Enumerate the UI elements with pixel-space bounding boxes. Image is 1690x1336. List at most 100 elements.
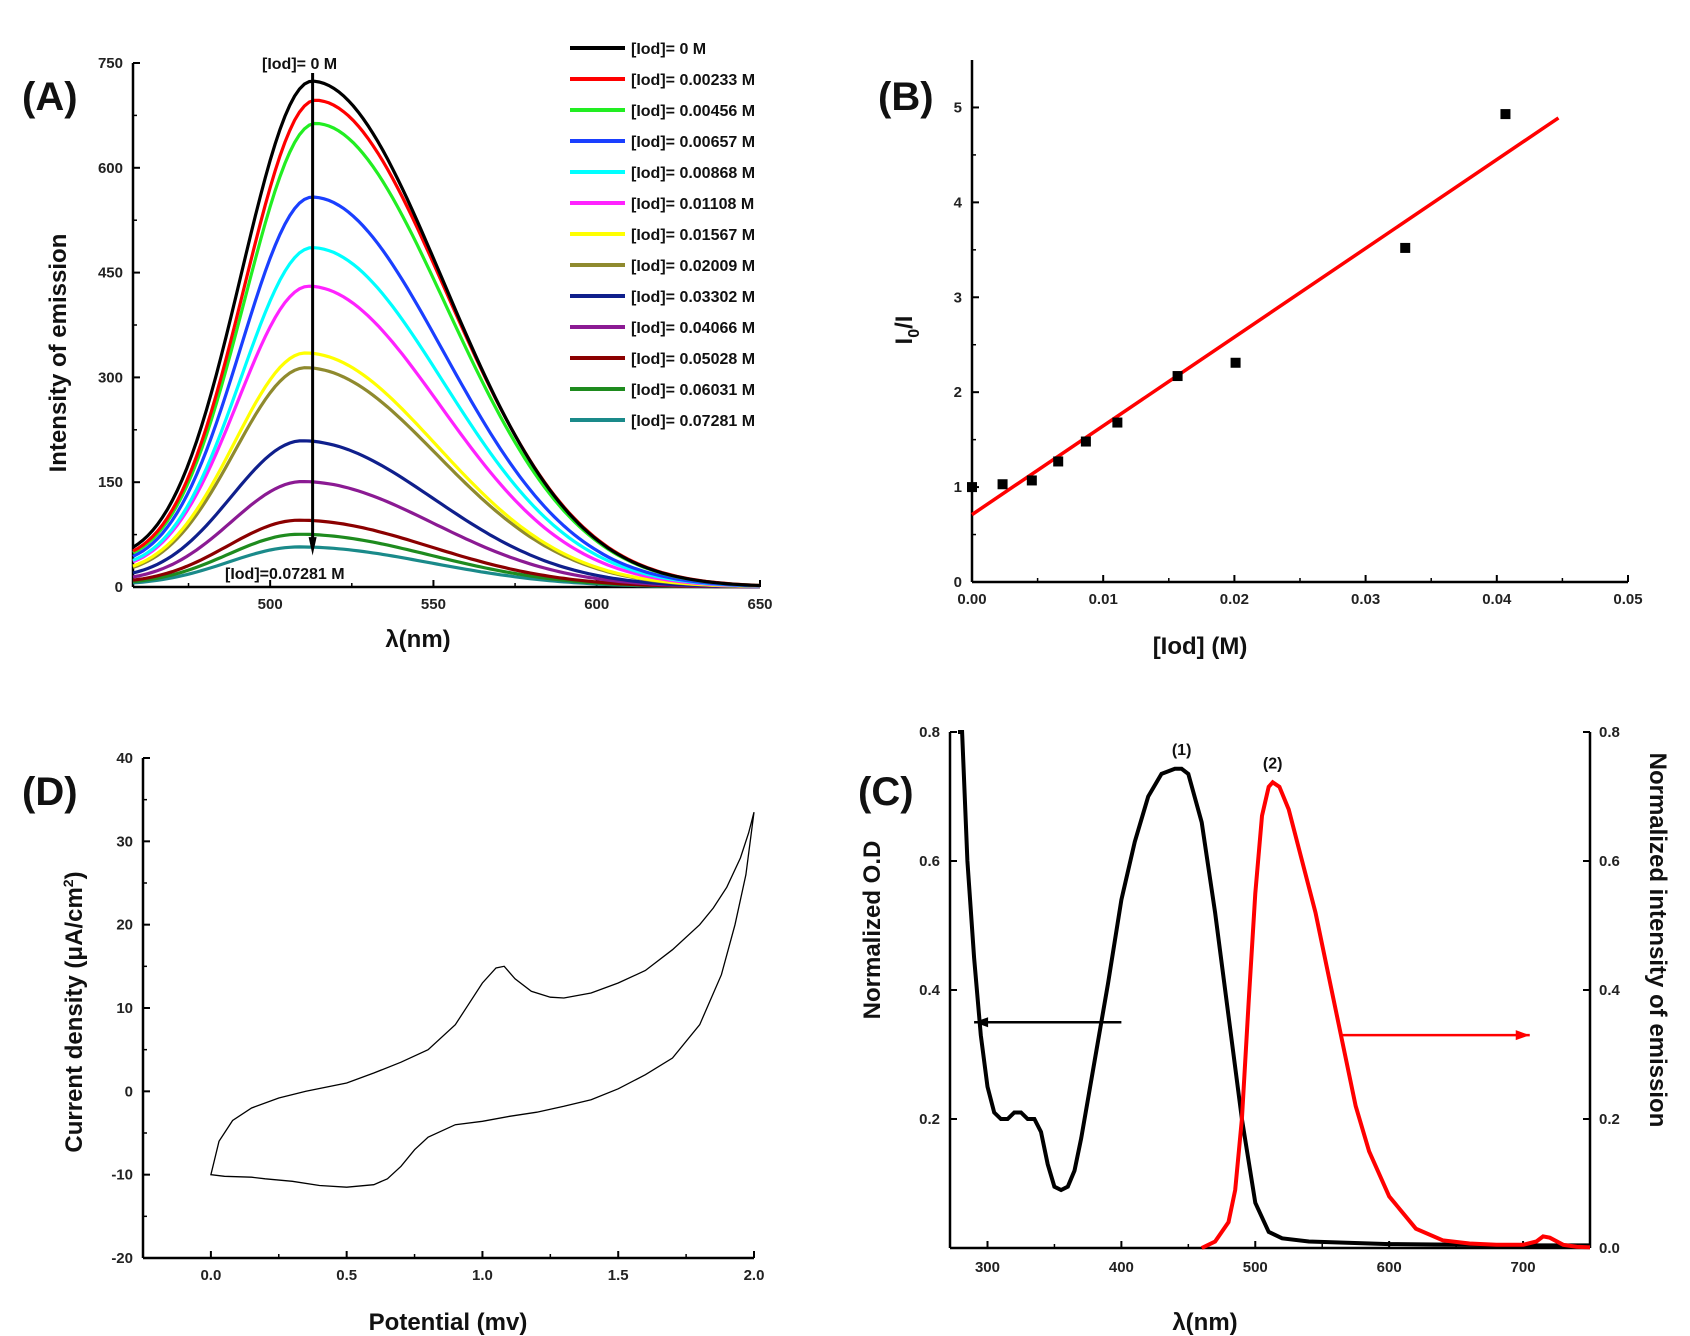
panel-d-x-axis-label: Potential (mv)	[369, 1309, 528, 1336]
panel-a-legend: [Iod]= 0 M [Iod]= 0.00233 M [Iod]= 0.00456…	[570, 41, 755, 430]
panel-b-x-axis-label: [Iod] (M)	[1153, 633, 1248, 660]
panel-a-legend-label: [Iod]= 0.03302 M	[631, 289, 755, 306]
panel-c-left-y-axis-label: Normalized O.D	[859, 841, 886, 1020]
panel-b-data-point	[997, 479, 1008, 490]
panel-c-left-tick-label: 0.4	[919, 982, 941, 999]
panel-c-left-arrowhead	[974, 1017, 989, 1028]
panel-b-data-point	[967, 482, 977, 493]
panel-c-right-tick-label: 0.0	[1599, 1240, 1620, 1257]
panel-c-right-y-axis-label: Normalized intensity of emission	[1644, 753, 1671, 1128]
panel-c-x-tick-label: 300	[975, 1259, 1000, 1276]
panel-b-y-tick-label: 0	[954, 574, 962, 591]
panel-a-legend-label: [Iod]= 0.05028 M	[631, 351, 755, 368]
panel-a-label: (A)	[22, 75, 78, 119]
panel-b-x-tick-label: 0.02	[1220, 591, 1249, 608]
panel-a-legend-label: [Iod]= 0.02009 M	[631, 258, 755, 275]
panel-b-x-tick-label: 0.05	[1613, 591, 1642, 608]
panel-b-data-point	[1500, 109, 1511, 120]
panel-a-annotation-bottom: [Iod]=0.07281 M	[225, 566, 345, 583]
panel-d-x-tick-label: 1.0	[472, 1267, 493, 1284]
panel-b-y-tick-label: 5	[954, 99, 962, 116]
panel-d-y-tick-label: 20	[116, 917, 133, 934]
panel-b-y-axis-label: I0/I	[891, 316, 923, 345]
panel-d-cyclic-voltammogram: (D) Current density (μA/cm2) Potential (…	[22, 750, 764, 1336]
panel-d-y-tick-label: 10	[116, 1000, 133, 1017]
panel-d-y-tick-label: -10	[111, 1167, 133, 1184]
panel-c-x-tick-label: 600	[1377, 1259, 1402, 1276]
panel-c-x-tick-label: 700	[1511, 1259, 1536, 1276]
panel-c-x-tick-label: 400	[1109, 1259, 1134, 1276]
panel-c-x-axis-label: λ(nm)	[1172, 1309, 1237, 1336]
panel-b-label: (B)	[878, 75, 934, 119]
panel-d-y-tick-label: 40	[116, 750, 133, 767]
panel-a-x-tick-label: 550	[421, 596, 446, 613]
panel-d-y-tick-label: 30	[116, 833, 133, 850]
panel-a-series-curve	[132, 284, 761, 588]
panel-b-y-tick-label: 4	[954, 194, 963, 211]
panel-b-x-tick-label: 0.00	[957, 591, 986, 608]
panel-d-y-axis-label: Current density (μA/cm2)	[60, 871, 88, 1152]
panel-a-emission-spectra: (A) Intensity of emission λ(nm) 500 550 60…	[22, 41, 773, 653]
panel-a-x-tick-label: 600	[584, 596, 609, 613]
panel-b-x-tick-label: 0.03	[1351, 591, 1380, 608]
panel-c-curve-1-label: (1)	[1172, 742, 1192, 759]
panel-a-y-axis-label: Intensity of emission	[45, 234, 72, 473]
panel-b-linear-fit	[971, 116, 1560, 517]
panel-b-x-tick-label: 0.01	[1089, 591, 1118, 608]
panel-a-legend-label: [Iod]= 0.00456 M	[631, 103, 755, 120]
panel-a-x-tick-label: 650	[747, 596, 772, 613]
panel-b-x-tick-label: 0.04	[1482, 591, 1512, 608]
panel-d-x-tick-label: 1.5	[608, 1267, 629, 1284]
panel-a-legend-label: [Iod]= 0.07281 M	[631, 413, 755, 430]
panel-c-right-tick-label: 0.6	[1599, 853, 1620, 870]
panel-b-y-tick-label: 2	[954, 384, 962, 401]
panel-a-annotation-top: [Iod]= 0 M	[262, 56, 337, 73]
panel-c-series-curve	[958, 730, 1590, 1248]
panel-d-label: (D)	[22, 770, 78, 814]
panel-c-series-curve	[1200, 779, 1591, 1250]
panel-b-data-point	[1400, 242, 1411, 253]
panel-c-x-tick-label: 500	[1243, 1259, 1268, 1276]
panel-a-series-curve	[132, 351, 760, 588]
panel-c-right-arrowhead	[1515, 1030, 1530, 1041]
panel-a-y-tick-label: 300	[98, 369, 123, 386]
panel-a-x-tick-label: 500	[258, 596, 283, 613]
panel-a-legend-label: [Iod]= 0.01567 M	[631, 227, 755, 244]
panel-a-legend-label: [Iod]= 0.00657 M	[631, 134, 755, 151]
panel-c-curve-2-label: (2)	[1263, 755, 1283, 772]
panel-c-left-tick-label: 0.6	[919, 853, 940, 870]
panel-a-legend-label: [Iod]= 0.04066 M	[631, 320, 755, 337]
panel-b-data-point	[1053, 456, 1064, 467]
panel-a-legend-label: [Iod]= 0.06031 M	[631, 382, 755, 399]
panel-a-y-tick-label: 150	[98, 474, 123, 491]
panel-d-y-tick-label: -20	[111, 1250, 133, 1267]
panel-a-y-tick-label: 0	[115, 579, 123, 596]
panel-b-data-point	[1080, 436, 1091, 447]
panel-a-legend-label: [Iod]= 0.00233 M	[631, 72, 755, 89]
panel-c-right-tick-label: 0.8	[1599, 724, 1620, 741]
panel-d-y-tick-label: 0	[125, 1083, 133, 1100]
panel-b-data-point	[1026, 475, 1037, 486]
panel-c-right-tick-label: 0.4	[1599, 982, 1621, 999]
panel-d-x-tick-label: 0.0	[200, 1267, 221, 1284]
panel-c-left-tick-label: 0.2	[919, 1111, 940, 1128]
panel-c-label: (C)	[858, 770, 914, 814]
panel-a-y-tick-label: 600	[98, 160, 123, 177]
panel-c-left-tick-label: 0.8	[919, 724, 940, 741]
panel-d-x-tick-label: 0.5	[336, 1267, 357, 1284]
panel-a-x-axis-label: λ(nm)	[385, 626, 450, 653]
panel-a-series-curve	[132, 439, 761, 589]
panel-b-data-point	[1112, 417, 1123, 428]
panel-b-data-point	[1172, 371, 1183, 382]
panel-c-right-tick-label: 0.2	[1599, 1111, 1620, 1128]
panel-a-y-tick-label: 450	[98, 265, 123, 282]
panel-b-y-tick-label: 1	[954, 479, 962, 496]
panel-a-quench-arrowhead	[308, 537, 317, 556]
panel-b-y-tick-label: 3	[954, 289, 962, 306]
panel-a-series-curve	[132, 79, 761, 588]
panel-a-legend-label: [Iod]= 0.00868 M	[631, 165, 755, 182]
panel-c-absorption-emission: (C) Normalized O.D Normalized intensity …	[858, 724, 1671, 1336]
panel-b-data-point	[1230, 357, 1241, 368]
panel-d-x-tick-label: 2.0	[744, 1267, 765, 1284]
